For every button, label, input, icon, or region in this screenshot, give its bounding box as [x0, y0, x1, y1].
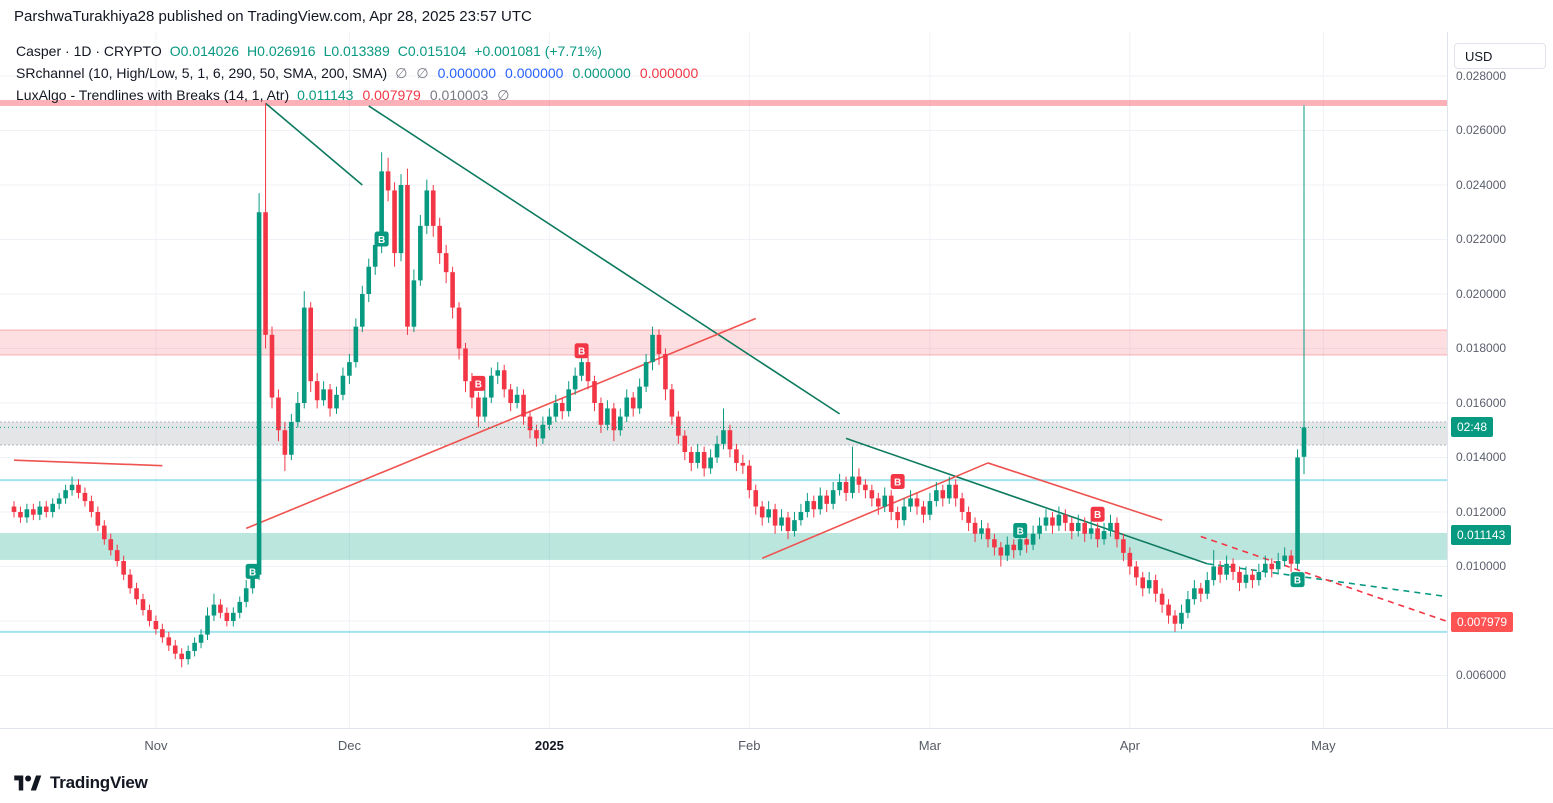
price-tag-countdown: 02:48 [1451, 417, 1494, 438]
ohlc-open: O0.014026 [169, 43, 240, 59]
footer: TradingView [0, 762, 1553, 803]
time-label-2025: 2025 [534, 738, 564, 753]
tradingview-logo-icon[interactable] [12, 772, 42, 794]
svg-text:B: B [894, 478, 901, 489]
price-tick: 0.010000 [1456, 559, 1507, 574]
chart-pane[interactable]: B B B B B B B B Casper · 1D · CRYPTO O0.014026 … [0, 32, 1447, 728]
svg-text:B: B [1294, 576, 1301, 587]
header-byline: ParshwaTurakhiya28 published on TradingV… [14, 7, 532, 25]
luxalgo-title: LuxAlgo - Trendlines with Breaks (14, 1,… [16, 87, 290, 103]
currency-label: USD [1465, 48, 1493, 64]
price-tick: 0.012000 [1456, 504, 1507, 519]
price-tag-lower-trendline: 0.007979 [1451, 611, 1514, 632]
ohlc-high: H0.026916 [247, 43, 316, 59]
price-tick: 0.016000 [1456, 395, 1507, 410]
luxalgo-legend-row[interactable]: LuxAlgo - Trendlines with Breaks (14, 1,… [16, 84, 698, 106]
indicator-value: 0.011143 [297, 87, 354, 103]
symbol-title: Casper · 1D · CRYPTO [16, 43, 162, 59]
price-tick: 0.022000 [1456, 232, 1507, 247]
price-tag-upper-trendline: 0.011143 [1451, 525, 1512, 546]
indicator-value: 0.000000 [639, 65, 699, 81]
price-tick: 0.026000 [1456, 123, 1507, 138]
price-tick: 0.028000 [1456, 68, 1507, 83]
candlestick-chart[interactable]: B B B B B B B B [0, 32, 1447, 728]
publish-header: ParshwaTurakhiya28 published on TradingV… [0, 0, 1553, 32]
svg-text:B: B [1017, 527, 1024, 538]
empty-value-icon: ∅ [497, 87, 510, 103]
srchannel-legend-row[interactable]: SRchannel (10, High/Low, 5, 1, 6, 290, 5… [16, 62, 698, 84]
price-tick: 0.006000 [1456, 668, 1507, 683]
time-label-apr: Apr [1119, 738, 1140, 753]
svg-text:B: B [378, 235, 385, 246]
symbol-legend-row[interactable]: Casper · 1D · CRYPTO O0.014026 H0.026916… [16, 40, 698, 62]
svg-text:B: B [1094, 510, 1101, 521]
time-label-nov: Nov [144, 738, 168, 753]
ohlc-close: C0.015104 [397, 43, 467, 59]
srchannel-title: SRchannel (10, High/Low, 5, 1, 6, 290, 5… [16, 65, 388, 81]
svg-text:B: B [249, 567, 256, 578]
time-label-feb: Feb [738, 738, 761, 753]
svg-text:B: B [578, 347, 585, 358]
ohlc-low: L0.013389 [323, 43, 390, 59]
svg-text:B: B [475, 379, 482, 390]
indicator-value: 0.000000 [572, 65, 631, 81]
price-tick: 0.020000 [1456, 286, 1507, 301]
time-label-mar: Mar [918, 738, 942, 753]
price-tick: 0.018000 [1456, 341, 1507, 356]
indicator-value: 0.007979 [362, 87, 421, 103]
luxalgo-values: 0.011143 0.007979 0.010003 ∅ [297, 84, 509, 106]
indicator-value: 0.000000 [437, 65, 497, 81]
price-axis[interactable]: USD 0.028000 0.026000 0.024000 0.022000 0.02… [1447, 32, 1553, 762]
price-tick: 0.014000 [1456, 450, 1507, 465]
indicator-value: 0.000000 [505, 65, 564, 81]
empty-value-icon: ∅ [416, 65, 429, 81]
ohlc-change: +0.001081 (+7.71%) [474, 43, 602, 59]
legend: Casper · 1D · CRYPTO O0.014026 H0.026916… [16, 40, 698, 106]
time-axis[interactable]: Nov Dec 2025 Feb Mar Apr May [0, 728, 1553, 762]
time-label-dec: Dec [337, 738, 361, 753]
tradingview-brand[interactable]: TradingView [50, 772, 148, 792]
price-tick: 0.024000 [1456, 177, 1507, 192]
time-label-may: May [1311, 738, 1336, 753]
empty-value-icon: ∅ [395, 65, 408, 81]
currency-button[interactable]: USD [1454, 43, 1546, 69]
indicator-value: 0.010003 [429, 87, 489, 103]
srchannel-values: ∅ ∅ 0.000000 0.000000 0.000000 0.000000 [395, 62, 698, 84]
